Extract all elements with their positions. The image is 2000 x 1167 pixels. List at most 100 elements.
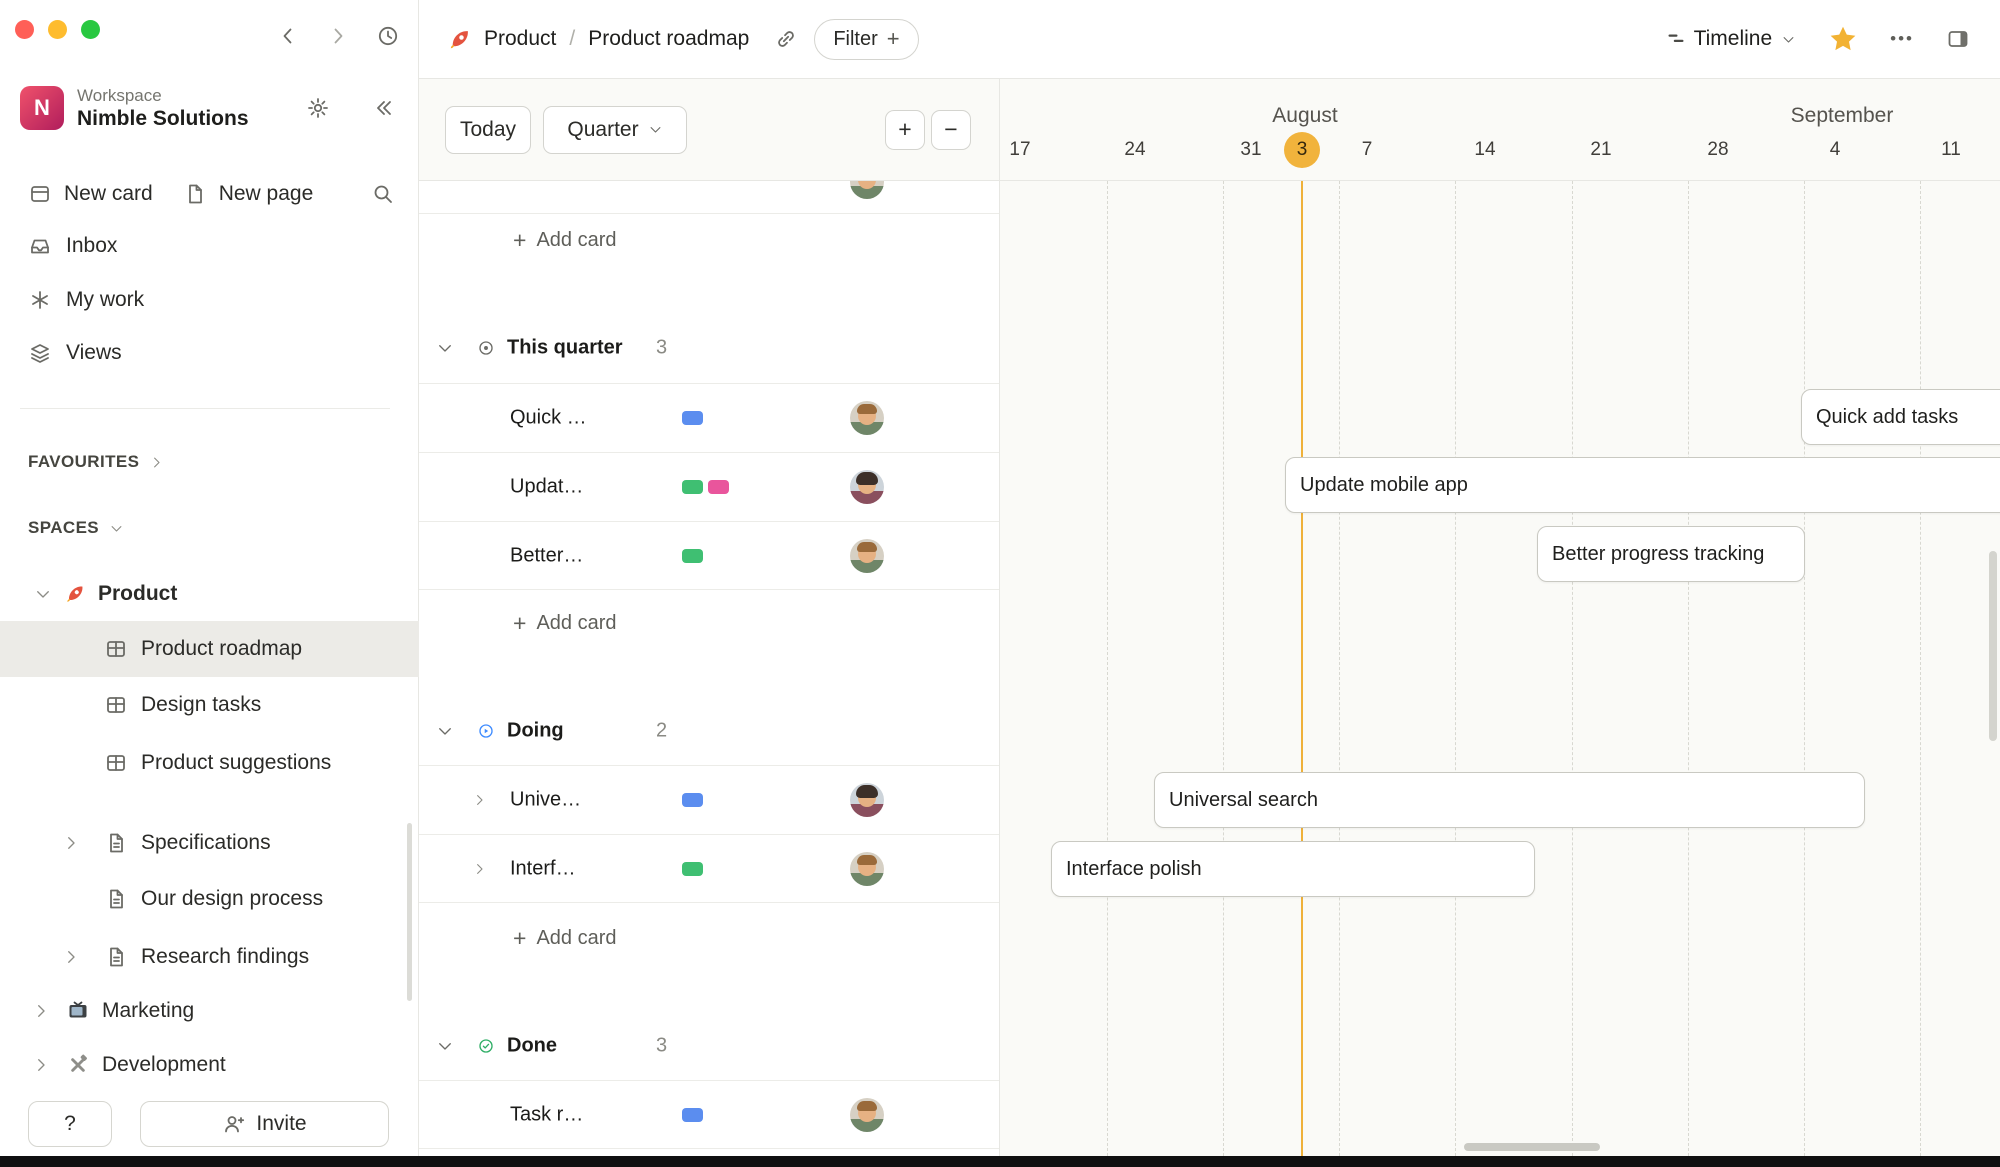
tag-blue — [682, 1107, 703, 1122]
horizontal-scrollbar[interactable] — [1464, 1143, 1600, 1151]
sidebar-space-product[interactable]: Product — [0, 568, 419, 620]
document-icon — [110, 833, 123, 853]
section-header-this-quarter[interactable]: This quarter 3 — [419, 331, 999, 365]
timeline-bar-better-progress-tracking[interactable]: Better progress tracking — [1537, 526, 1805, 582]
sidebar-item-our-design-process[interactable]: Our design process — [0, 873, 419, 925]
favourites-section-header[interactable]: FAVOURITES — [0, 436, 419, 488]
card-row[interactable]: Updat… — [419, 452, 999, 521]
sidebar-divider — [20, 408, 390, 409]
section-name: Doing — [507, 719, 564, 742]
chevron-right-icon[interactable] — [32, 1002, 50, 1020]
add-card-button[interactable]: + Add card — [419, 921, 999, 955]
section-header-done[interactable]: Done 3 — [419, 1029, 999, 1063]
date-tick: 7 — [1361, 139, 1373, 160]
expand-chevron-icon[interactable] — [472, 861, 487, 876]
gridline — [1339, 181, 1340, 1156]
today-button[interactable]: Today — [445, 105, 531, 154]
chevron-down-icon[interactable] — [436, 722, 454, 740]
chevron-right-icon[interactable] — [32, 1056, 50, 1074]
card-row[interactable]: Quick … — [419, 383, 999, 452]
spaces-section-header[interactable]: SPACES — [0, 502, 419, 554]
card-name: Quick … — [510, 406, 587, 429]
bar-label: Update mobile app — [1300, 473, 1468, 496]
card-row[interactable]: Better… — [419, 521, 999, 590]
rocket-icon — [67, 586, 83, 602]
scale-select[interactable]: Quarter — [543, 105, 687, 154]
timeline-bar-interface-polish[interactable]: Interface polish — [1051, 841, 1535, 897]
sidebar-scrollbar[interactable] — [407, 823, 412, 1001]
section-name: Done — [507, 1034, 557, 1057]
new-card-button[interactable]: New card — [64, 182, 153, 205]
table-icon — [107, 641, 125, 657]
table-icon — [107, 697, 125, 713]
card-row-partial[interactable] — [419, 181, 999, 214]
expand-chevron-icon[interactable] — [472, 793, 487, 808]
section-name: This quarter — [507, 336, 623, 359]
minimize-window-button[interactable] — [48, 20, 67, 39]
add-card-button[interactable]: + Add card — [419, 223, 999, 257]
panel-toggle-icon[interactable] — [1946, 27, 1970, 51]
filter-button[interactable]: Filter + — [814, 18, 919, 60]
assignee-avatar — [850, 470, 884, 504]
view-switcher[interactable]: Timeline — [1667, 27, 1797, 51]
sidebar-space-marketing[interactable]: Marketing — [0, 985, 419, 1037]
tag-blue — [682, 793, 703, 807]
chevron-down-icon[interactable] — [34, 585, 52, 603]
date-tick: 31 — [1240, 139, 1262, 160]
add-card-button[interactable]: + Add card — [419, 606, 999, 640]
space-label: Product — [98, 582, 178, 605]
card-row[interactable]: Unive… — [419, 765, 999, 834]
breadcrumb-page[interactable]: Product roadmap — [588, 27, 750, 50]
sidebar-item-specifications[interactable]: Specifications — [0, 817, 419, 869]
zoom-window-button[interactable] — [81, 20, 100, 39]
card-tags — [682, 480, 729, 494]
zoom-out-button[interactable]: − — [931, 109, 971, 150]
timeline-bar-quick-add-tasks[interactable]: Quick add tasks — [1801, 389, 2000, 445]
section-count: 3 — [656, 336, 668, 359]
zoom-in-button[interactable]: + — [885, 109, 925, 150]
back-icon[interactable] — [276, 24, 300, 48]
collapse-sidebar-icon[interactable] — [372, 96, 396, 120]
close-window-button[interactable] — [15, 20, 34, 39]
favourite-star-icon[interactable] — [1828, 24, 1858, 54]
settings-gear-icon[interactable] — [306, 96, 330, 120]
chevron-down-icon[interactable] — [436, 1037, 454, 1055]
sidebar-space-development[interactable]: Development — [0, 1039, 419, 1091]
sidebar-item-product-roadmap[interactable]: Product roadmap — [0, 621, 419, 677]
sidebar-item-inbox[interactable]: Inbox — [0, 220, 419, 272]
add-card-label: Add card — [536, 228, 617, 251]
card-row[interactable]: Interf… — [419, 834, 999, 903]
help-button[interactable]: ? — [28, 1101, 112, 1147]
chevron-down-icon[interactable] — [436, 339, 454, 357]
timeline-canvas: Quick add tasks Update mobile app Better… — [1000, 181, 2000, 1156]
timeline-bar-universal-search[interactable]: Universal search — [1154, 772, 1865, 828]
invite-button[interactable]: Invite — [140, 1101, 389, 1147]
tag-green — [682, 480, 703, 494]
new-page-button[interactable]: New page — [218, 182, 314, 205]
sidebar-item-label: Our design process — [141, 887, 324, 910]
card-tags — [682, 861, 703, 876]
add-card-label: Add card — [536, 611, 617, 634]
workspace-switcher[interactable]: N Workspace Nimble Solutions — [20, 86, 249, 131]
chevron-right-icon[interactable] — [62, 948, 80, 966]
sidebar-item-views[interactable]: Views — [0, 327, 419, 379]
link-icon[interactable] — [774, 27, 798, 51]
vertical-scrollbar[interactable] — [1989, 551, 1997, 741]
sidebar-item-product-suggestions[interactable]: Product suggestions — [0, 735, 419, 791]
section-header-doing[interactable]: Doing 2 — [419, 714, 999, 748]
tag-blue — [682, 411, 703, 425]
bar-label: Better progress tracking — [1552, 542, 1765, 565]
forward-icon[interactable] — [326, 24, 350, 48]
card-row[interactable]: Task r… — [419, 1080, 999, 1149]
search-icon[interactable] — [371, 182, 395, 206]
sidebar-item-my-work[interactable]: My work — [0, 274, 419, 326]
chevron-right-icon[interactable] — [62, 834, 80, 852]
breadcrumb-space[interactable]: Product — [484, 27, 557, 50]
sidebar-item-design-tasks[interactable]: Design tasks — [0, 677, 419, 733]
timeline-bar-update-mobile-app[interactable]: Update mobile app — [1285, 457, 2000, 513]
recent-history-icon[interactable] — [376, 24, 400, 48]
sidebar-item-label: Specifications — [141, 831, 271, 854]
more-options-button[interactable]: ••• — [1890, 29, 1914, 48]
sidebar-item-research-findings[interactable]: Research findings — [0, 931, 419, 983]
